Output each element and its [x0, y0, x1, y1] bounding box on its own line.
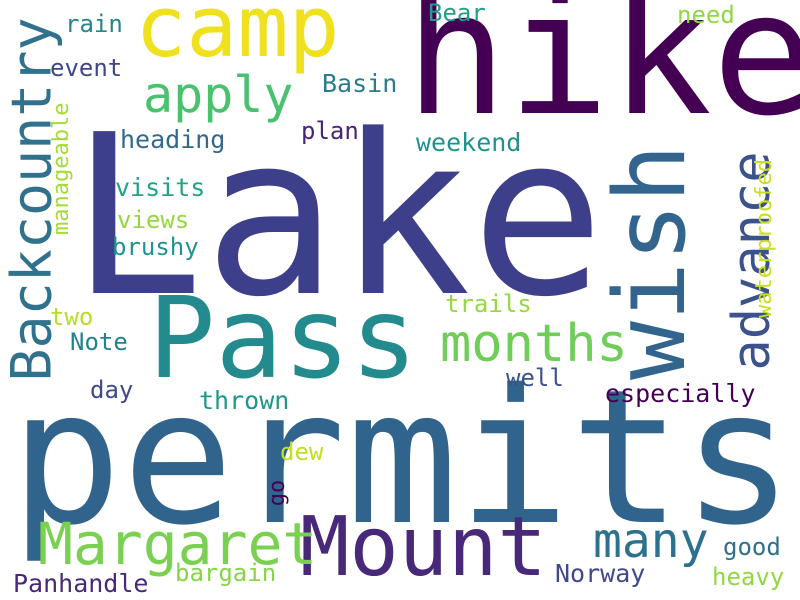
word-basin: Basin — [322, 69, 398, 98]
word-well: well — [506, 364, 564, 392]
word-mount: Mount — [300, 500, 547, 595]
word-permits: permits — [10, 349, 794, 566]
word-hike: hike — [405, 0, 800, 154]
word-event: event — [50, 54, 123, 82]
word-many: many — [593, 513, 709, 569]
word-pass: Pass — [148, 274, 418, 404]
word-go: go — [265, 479, 290, 507]
word-apply: apply — [143, 66, 294, 124]
word-good: good — [723, 533, 781, 561]
word-lake: Lake — [70, 88, 605, 346]
word-need: need — [677, 1, 735, 29]
word-two: two — [50, 303, 94, 331]
word-plan: plan — [301, 117, 359, 145]
word-day: day — [90, 376, 134, 404]
word-heading: heading — [120, 125, 226, 154]
word-panhandle: Panhandle — [13, 569, 149, 598]
word-brushy: brushy — [112, 233, 199, 261]
word-bargain: bargain — [175, 559, 277, 587]
word-heavy: heavy — [712, 563, 785, 591]
word-visits: visits — [115, 173, 206, 202]
word-camp: camp — [135, 0, 340, 77]
word-rain: rain — [65, 10, 123, 38]
word-bear: Bear — [428, 0, 486, 27]
word-weekend: weekend — [416, 128, 522, 157]
word-manageable: manageable — [49, 102, 74, 235]
word-months: months — [440, 314, 628, 374]
word-thrown: thrown — [199, 386, 290, 415]
word-views: views — [117, 206, 190, 234]
word-waterproofed: waterproofed — [752, 159, 777, 318]
word-note: Note — [70, 328, 128, 356]
word-norway: Norway — [555, 559, 646, 588]
word-margaret: Margaret — [38, 510, 318, 578]
word-especially: especially — [605, 379, 756, 408]
word-trails: trails — [445, 290, 532, 318]
word-dew: dew — [280, 438, 324, 466]
